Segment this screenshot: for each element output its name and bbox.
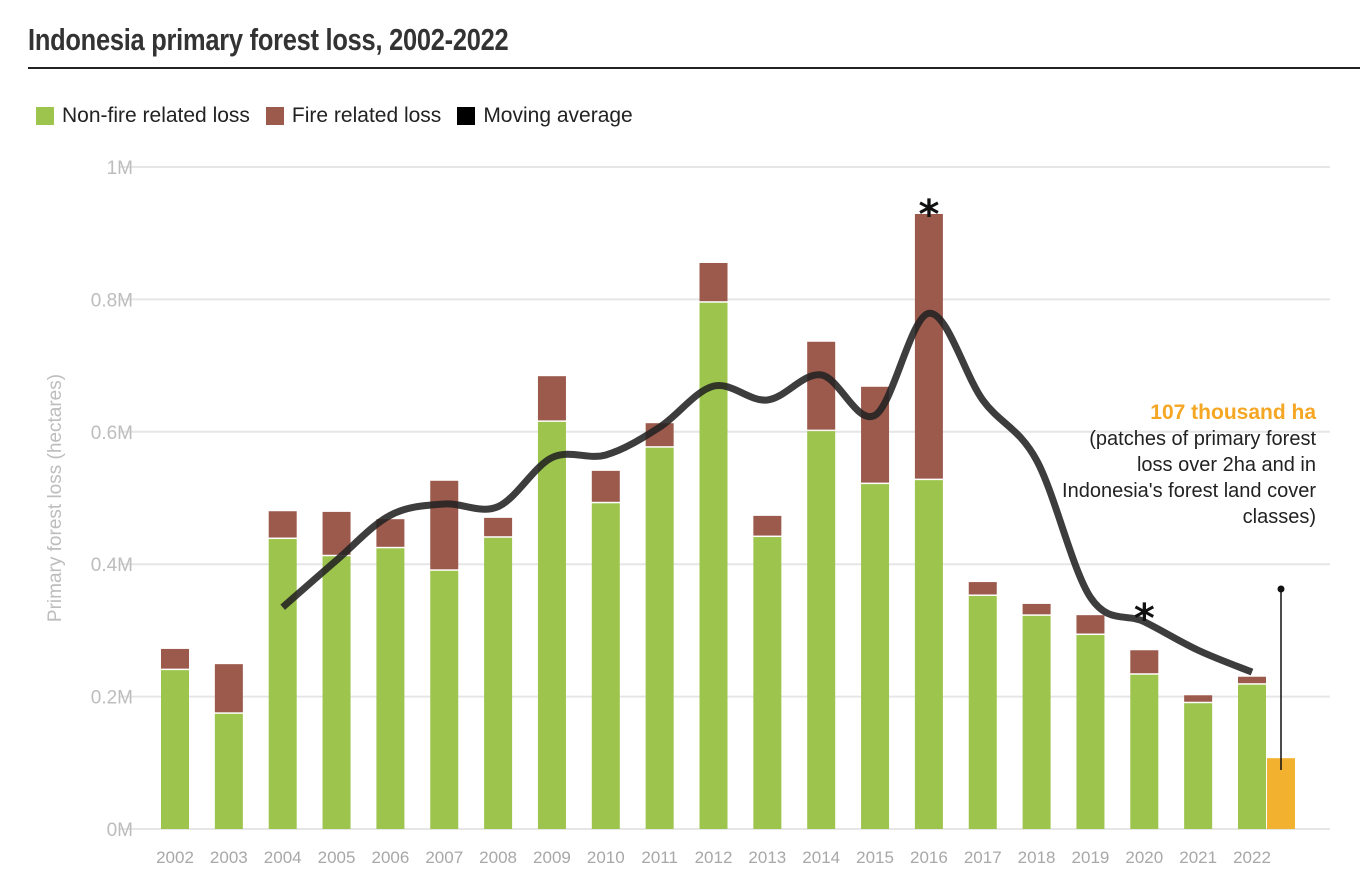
- bar-non-fire: [1022, 615, 1051, 829]
- x-tick-label: 2021: [1179, 848, 1217, 867]
- annotation-highlight: 107 thousand ha: [1150, 401, 1316, 424]
- bar-fire: [699, 262, 728, 302]
- bar-fire: [268, 511, 297, 538]
- annotation: 107 thousand ha (patches of primary fore…: [1056, 400, 1316, 530]
- title-divider: [28, 67, 1360, 69]
- legend-swatch-moving-average: [457, 107, 476, 125]
- x-tick-label: 2006: [371, 848, 409, 867]
- legend-item-fire: Fire related loss: [265, 104, 442, 128]
- x-tick-label: 2018: [1018, 848, 1056, 867]
- x-tick-label: 2022: [1233, 848, 1271, 867]
- bar-fire: [1130, 650, 1159, 674]
- bar-fire: [161, 648, 189, 669]
- y-tick-label: 0.6M: [91, 423, 133, 444]
- bar-fire: [537, 376, 566, 421]
- x-tick-label: 2012: [695, 848, 733, 867]
- y-tick-label: 0M: [107, 820, 133, 841]
- legend-label: Moving average: [483, 104, 633, 127]
- bar-non-fire: [807, 431, 836, 829]
- asterisk-marker: *: [1134, 596, 1155, 642]
- legend-item-moving-average: Moving average: [457, 104, 633, 128]
- x-tick-label: 2014: [802, 848, 840, 867]
- bar-non-fire: [861, 484, 890, 829]
- bar-fire: [484, 517, 513, 537]
- bar-fire: [1022, 603, 1051, 615]
- x-tick-label: 2020: [1125, 848, 1163, 867]
- y-axis-label: Primary forest loss (hectares): [45, 374, 66, 622]
- moving-average-line: [280, 309, 1254, 676]
- bar-non-fire: [537, 421, 566, 829]
- y-tick-label: 0.4M: [91, 555, 133, 576]
- bar-fire: [1238, 676, 1266, 684]
- x-tick-label: 2010: [587, 848, 625, 867]
- legend-swatch-non-fire: [36, 107, 54, 125]
- x-tick-label: 2009: [533, 848, 571, 867]
- x-tick-label: 2013: [748, 848, 786, 867]
- legend-label: Fire related loss: [291, 104, 442, 127]
- x-tick-label: 2015: [856, 848, 894, 867]
- bar-non-fire: [268, 539, 297, 829]
- x-tick-label: 2007: [425, 848, 463, 867]
- bar-non-fire: [591, 503, 620, 829]
- bar-non-fire: [1238, 684, 1266, 829]
- chart-title: Indonesia primary forest loss, 2002-2022: [28, 22, 509, 57]
- x-tick-label: 2019: [1072, 848, 1110, 867]
- x-tick-label: 2004: [264, 848, 302, 867]
- bar-fire: [214, 664, 243, 713]
- bar-fire: [968, 582, 997, 595]
- annotation-dot: [1277, 585, 1285, 593]
- y-tick-label: 0.8M: [91, 290, 133, 311]
- legend-label: Non-fire related loss: [62, 104, 250, 127]
- bar-fire: [591, 470, 620, 502]
- annotation-text: (patches of primary forest loss over 2ha…: [1062, 428, 1316, 528]
- x-tick-label: 2008: [479, 848, 517, 867]
- bar-fire: [807, 341, 836, 430]
- x-tick-label: 2011: [641, 848, 678, 867]
- bar-non-fire: [161, 670, 189, 829]
- bar-non-fire: [484, 537, 513, 829]
- bar-non-fire: [645, 447, 674, 829]
- x-tick-label: 2016: [910, 848, 948, 867]
- bar-non-fire: [1076, 635, 1105, 829]
- bar-non-fire: [322, 556, 351, 829]
- bar-non-fire: [1184, 703, 1213, 829]
- bar-non-fire: [914, 480, 943, 829]
- bar-non-fire: [968, 595, 997, 829]
- bar-fire: [430, 480, 459, 570]
- bar-fire: [914, 214, 943, 479]
- x-tick-label: 2017: [964, 848, 1002, 867]
- bar-non-fire: [214, 713, 243, 829]
- bar-non-fire: [376, 548, 405, 829]
- bar-fire: [1076, 615, 1105, 634]
- x-tick-label: 2002: [156, 848, 194, 867]
- bar-non-fire: [753, 537, 782, 829]
- legend: Non-fire related loss Fire related loss …: [36, 104, 649, 128]
- y-tick-label: 0.2M: [91, 688, 133, 709]
- bar-non-fire: [699, 302, 728, 830]
- y-tick-label: 1M: [107, 158, 133, 179]
- bar-non-fire: [1130, 674, 1159, 829]
- bar-fire: [1184, 695, 1213, 702]
- x-tick-label: 2003: [210, 848, 248, 867]
- legend-swatch-fire: [265, 107, 284, 125]
- x-tick-label: 2005: [318, 848, 356, 867]
- asterisk-marker: *: [918, 192, 939, 238]
- legend-item-non-fire: Non-fire related loss: [36, 104, 250, 128]
- bar-fire: [753, 515, 782, 536]
- bar-non-fire: [430, 570, 459, 829]
